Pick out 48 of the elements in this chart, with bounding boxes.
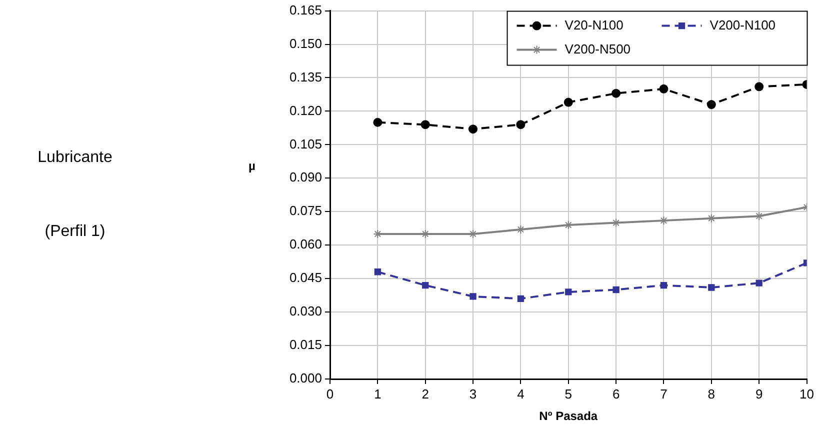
y-tick-label: 0.060 <box>289 236 322 252</box>
y-tick-label: 0.030 <box>289 304 322 319</box>
text: (Perfil 1) <box>44 222 106 240</box>
x-tick-label: 1 <box>374 386 382 402</box>
x-tick-label: 2 <box>422 386 429 402</box>
y-tick-label: 0.150 <box>289 36 322 51</box>
point <box>374 268 382 276</box>
point <box>517 295 524 302</box>
y-tick-label: 0.135 <box>289 69 322 84</box>
point <box>420 120 430 130</box>
point <box>516 120 526 130</box>
point <box>659 84 668 94</box>
y-tick-label: 0.015 <box>289 337 322 352</box>
point <box>564 98 573 107</box>
x-tick-label: 4 <box>517 386 524 402</box>
x-tick-label: 10 <box>800 386 814 402</box>
point <box>612 88 621 98</box>
y-tick-label: 0.090 <box>289 170 322 185</box>
y-tick-label: 0.105 <box>289 136 322 152</box>
point <box>756 280 762 286</box>
y-tick-label: 0.120 <box>289 102 322 118</box>
point <box>612 286 620 294</box>
point <box>706 100 716 110</box>
x-axis-title: Nº Pasada <box>539 409 598 424</box>
x-tick-label: 8 <box>708 386 716 402</box>
x-tick-label: 3 <box>469 386 477 402</box>
point <box>468 124 478 134</box>
point <box>373 118 382 127</box>
y-tick-label: 0.165 <box>289 2 322 18</box>
x-tick-label: 6 <box>612 386 620 402</box>
y-tick-label: 0.075 <box>289 203 322 218</box>
x-tick-label: 9 <box>755 386 763 402</box>
legend-label: V20-N100 <box>564 17 624 32</box>
x-tick-label: 5 <box>564 386 572 402</box>
point <box>565 288 572 296</box>
y-axis-title: µ <box>248 159 256 174</box>
point <box>708 284 715 291</box>
y-tick-label: 0.045 <box>289 270 322 286</box>
text: Lubricante <box>38 148 112 166</box>
point <box>754 82 764 92</box>
x-tick-label: 0 <box>326 386 334 402</box>
legend-label: V200-N100 <box>710 17 776 32</box>
point <box>422 282 429 289</box>
x-tick-label: 7 <box>660 386 668 402</box>
y-tick-label: 0.000 <box>289 370 322 386</box>
legend-label: V200-N500 <box>564 41 631 56</box>
point <box>660 282 668 289</box>
point <box>470 293 476 300</box>
